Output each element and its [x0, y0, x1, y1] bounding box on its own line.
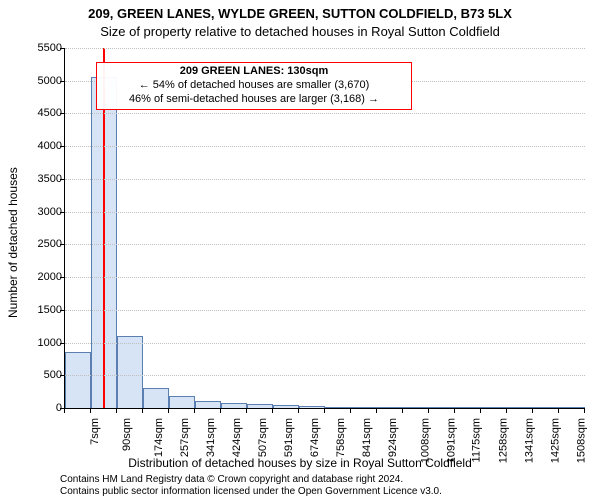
x-tick-mark — [194, 408, 195, 413]
y-tick-label: 5000 — [38, 75, 62, 87]
title-subtitle: Size of property relative to detached ho… — [0, 24, 600, 39]
y-tick-label: 3000 — [38, 206, 62, 218]
x-tick-label: 90sqm — [121, 418, 133, 451]
x-tick-label: 174sqm — [153, 418, 165, 457]
gridline — [65, 343, 585, 344]
x-tick-label: 924sqm — [387, 418, 399, 457]
x-tick-mark — [584, 408, 585, 413]
x-tick-label: 758sqm — [335, 418, 347, 457]
x-tick-mark — [428, 408, 429, 413]
x-tick-mark — [324, 408, 325, 413]
attribution-line-2: Contains public sector information licen… — [60, 486, 590, 498]
plot-area: 209 GREEN LANES: 130sqm← 54% of detached… — [64, 48, 585, 409]
x-tick-label: 257sqm — [179, 418, 191, 457]
gridline — [65, 310, 585, 311]
x-tick-label: 591sqm — [283, 418, 295, 457]
x-tick-mark — [480, 408, 481, 413]
x-tick-mark — [116, 408, 117, 413]
title-address: 209, GREEN LANES, WYLDE GREEN, SUTTON CO… — [0, 6, 600, 21]
x-tick-label: 341sqm — [205, 418, 217, 457]
y-tick-label: 5500 — [38, 42, 62, 54]
y-tick-label: 1000 — [38, 337, 62, 349]
gridline — [65, 277, 585, 278]
x-tick-mark — [168, 408, 169, 413]
x-tick-label: 841sqm — [361, 418, 373, 457]
y-tick-label: 2000 — [38, 271, 62, 283]
y-tick-label: 3500 — [38, 173, 62, 185]
gridline — [65, 375, 585, 376]
y-tick-label: 1500 — [38, 304, 62, 316]
x-tick-label: 7sqm — [89, 418, 101, 445]
y-tick-label: 4500 — [38, 107, 62, 119]
x-tick-mark — [558, 408, 559, 413]
histogram-bar — [117, 336, 143, 408]
gridline — [65, 212, 585, 213]
y-tick-label: 0 — [56, 402, 62, 414]
x-tick-mark — [220, 408, 221, 413]
x-tick-mark — [246, 408, 247, 413]
x-tick-mark — [272, 408, 273, 413]
y-tick-label: 2500 — [38, 238, 62, 250]
x-tick-area: 7sqm 90sqm 174sqm 257sqm 341sqm 424sqm 507sqm 5… — [64, 408, 584, 458]
x-tick-mark — [64, 408, 65, 413]
histogram-bar — [65, 352, 91, 408]
x-tick-mark — [298, 408, 299, 413]
y-tick-label: 500 — [44, 369, 62, 381]
annotation-line-3: 46% of semi-detached houses are larger (… — [103, 93, 405, 107]
y-tick-label: 4000 — [38, 140, 62, 152]
x-tick-mark — [454, 408, 455, 413]
x-tick-mark — [376, 408, 377, 413]
annotation-line-2: ← 54% of detached houses are smaller (3,… — [103, 79, 405, 93]
gridline — [65, 179, 585, 180]
y-tick-area: 0500100015002000250030003500400045005000… — [22, 48, 64, 408]
x-tick-mark — [402, 408, 403, 413]
x-tick-mark — [350, 408, 351, 413]
x-tick-mark — [506, 408, 507, 413]
gridline — [65, 244, 585, 245]
x-tick-label: 674sqm — [309, 418, 321, 457]
x-tick-label: 507sqm — [257, 418, 269, 457]
gridline — [65, 113, 585, 114]
x-tick-mark — [90, 408, 91, 413]
attribution-line-1: Contains HM Land Registry data © Crown c… — [60, 474, 590, 486]
x-axis-label: Distribution of detached houses by size … — [0, 456, 600, 470]
annotation-title: 209 GREEN LANES: 130sqm — [103, 65, 405, 79]
x-tick-mark — [142, 408, 143, 413]
y-axis-label: Number of detached houses — [6, 167, 20, 318]
x-tick-label: 424sqm — [231, 418, 243, 457]
gridline — [65, 146, 585, 147]
x-tick-mark — [532, 408, 533, 413]
annotation-box: 209 GREEN LANES: 130sqm← 54% of detached… — [96, 62, 412, 109]
histogram-bar — [143, 388, 169, 408]
histogram-bar — [169, 396, 195, 408]
attribution-text: Contains HM Land Registry data © Crown c… — [60, 474, 590, 498]
gridline — [65, 48, 585, 49]
